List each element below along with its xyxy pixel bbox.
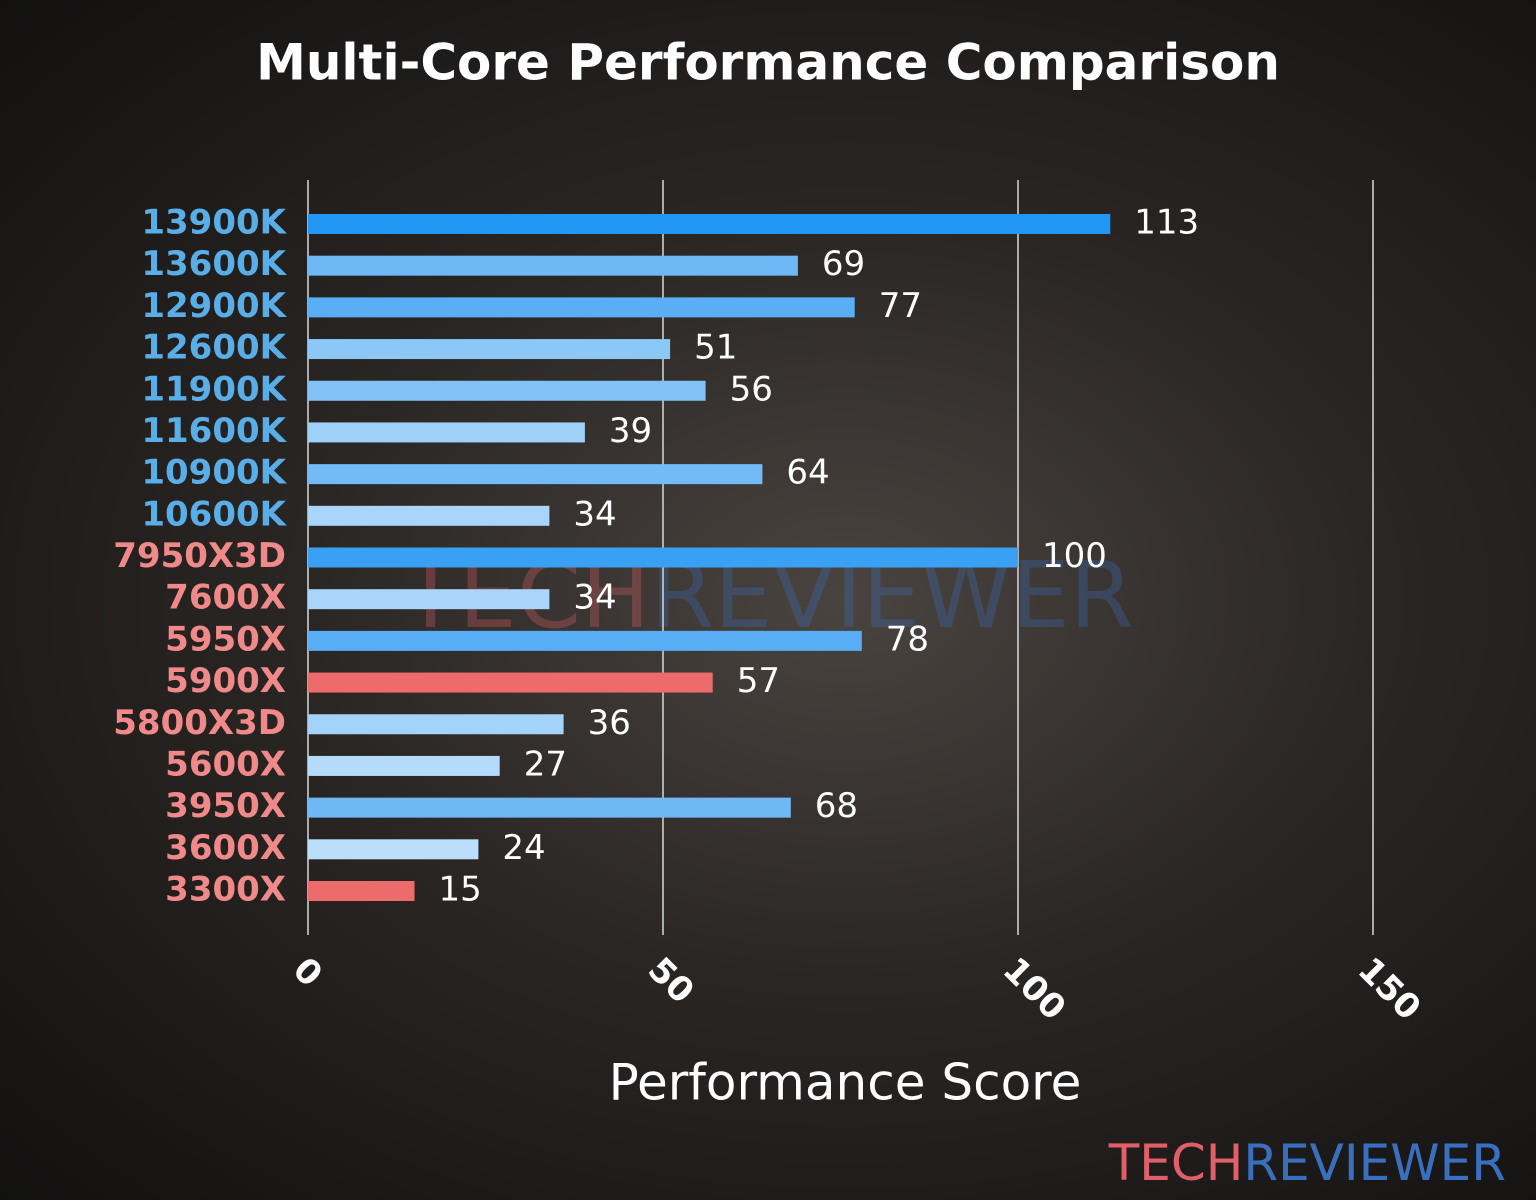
bar	[308, 714, 564, 735]
value-label: 24	[502, 828, 545, 868]
value-label: 68	[815, 786, 858, 826]
bar	[308, 672, 713, 693]
value-label: 56	[730, 369, 773, 409]
logo-part: REVIEWER	[1243, 1134, 1506, 1192]
y-tick-label: 5900X	[165, 661, 286, 701]
x-tick-label: 50	[640, 950, 702, 1012]
bar	[308, 755, 500, 776]
bar	[308, 839, 479, 860]
y-tick-label: 3300X	[165, 870, 286, 910]
y-tick-label: 3950X	[165, 786, 286, 826]
x-tick-label: 0	[285, 950, 330, 995]
value-label: 69	[822, 244, 865, 284]
bar	[308, 297, 855, 318]
y-tick-label: 5800X3D	[113, 703, 286, 743]
bar	[308, 422, 585, 443]
bar	[308, 339, 671, 360]
y-tick-label: 12600K	[141, 328, 287, 368]
y-tick-label: 11900K	[141, 369, 287, 409]
x-axis-label: Performance Score	[609, 1054, 1082, 1112]
y-tick-label: 11600K	[141, 411, 287, 451]
bar	[308, 464, 763, 485]
value-label: 113	[1134, 203, 1199, 243]
y-tick-label: 10600K	[141, 494, 287, 534]
bar	[308, 380, 706, 401]
bar	[308, 797, 791, 818]
bar	[308, 881, 415, 901]
y-tick-label: 13900K	[141, 203, 287, 243]
value-label: 100	[1042, 536, 1107, 576]
value-label: 64	[786, 453, 829, 493]
y-tick-label: 7950X3D	[113, 536, 286, 576]
x-tick-label: 150	[1350, 950, 1428, 1028]
chart-title: Multi-Core Performance Comparison	[256, 34, 1280, 92]
logo: TECHREVIEWER	[1108, 1134, 1506, 1192]
value-label: 51	[694, 328, 737, 368]
bar	[308, 505, 550, 526]
x-tick-label: 100	[995, 950, 1073, 1028]
value-label: 77	[879, 286, 922, 326]
y-tick-label: 12900K	[141, 286, 287, 326]
value-label: 36	[588, 703, 631, 743]
value-label: 34	[573, 578, 616, 618]
bar	[308, 547, 1018, 568]
value-label: 15	[439, 870, 482, 910]
bar	[308, 589, 550, 610]
bar	[308, 255, 798, 276]
bar	[308, 214, 1111, 234]
logo-part: TECH	[1108, 1134, 1244, 1192]
value-label: 39	[609, 411, 652, 451]
y-tick-label: 3600X	[165, 828, 286, 868]
y-tick-label: 7600X	[165, 578, 286, 618]
value-label: 27	[524, 744, 567, 784]
value-label: 78	[886, 619, 929, 659]
y-tick-label: 13600K	[141, 244, 287, 284]
bar	[308, 630, 862, 651]
y-tick-label: 5950X	[165, 619, 286, 659]
value-label: 34	[573, 494, 616, 534]
y-tick-label: 5600X	[165, 744, 286, 784]
y-tick-label: 10900K	[141, 453, 287, 493]
value-label: 57	[737, 661, 780, 701]
